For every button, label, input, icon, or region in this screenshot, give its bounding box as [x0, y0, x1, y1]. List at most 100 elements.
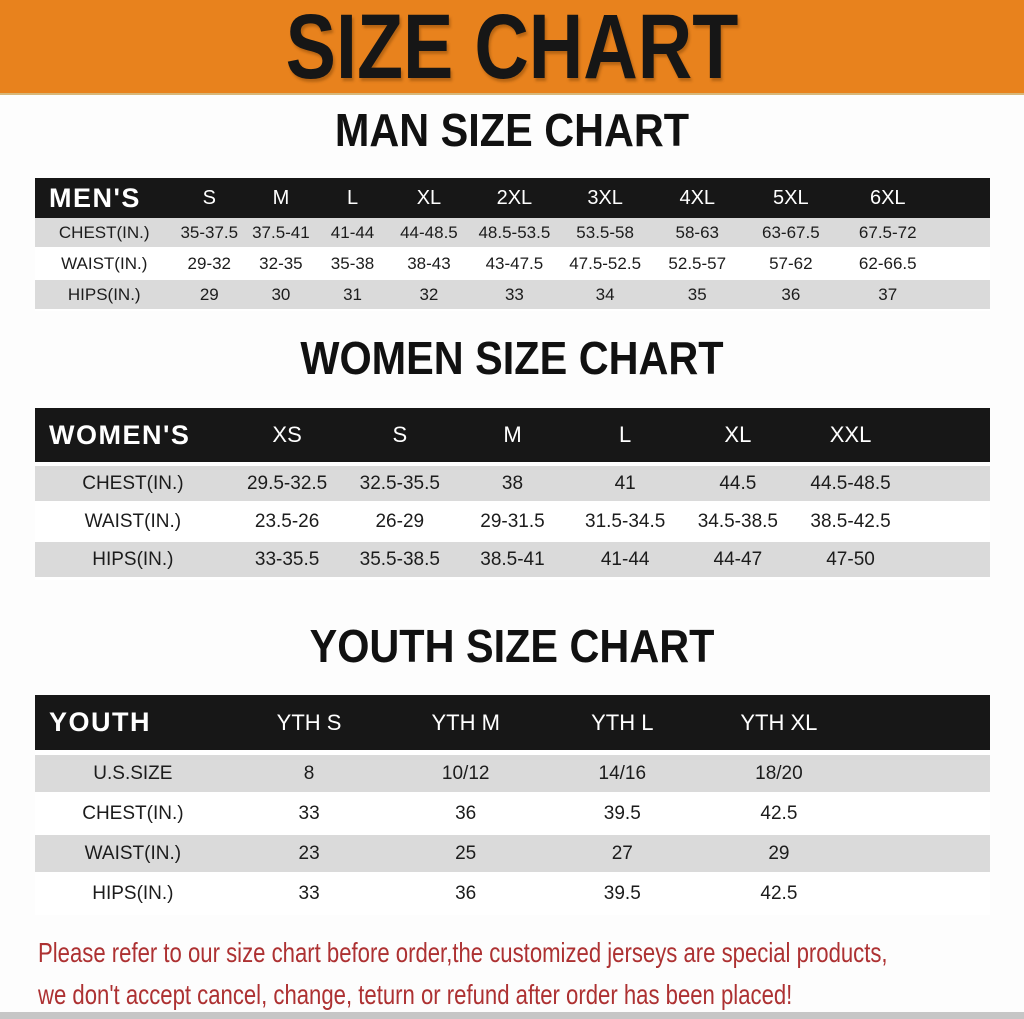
- mens-size-table: MEN'S S M L XL 2XL 3XL 4XL 5XL 6XL CHEST(IN.) 35-37…: [35, 178, 990, 311]
- filler-cell: [857, 793, 990, 835]
- filler-cell: [906, 540, 990, 580]
- filler-cell: [937, 218, 990, 249]
- size-value-cell: 14/16: [543, 750, 701, 795]
- women-section-heading: WOMEN SIZE CHART: [300, 332, 724, 384]
- size-value-cell: 38-43: [388, 248, 470, 280]
- size-value-cell: 33: [230, 873, 388, 915]
- man-section-heading: MAN SIZE CHART: [334, 104, 690, 156]
- filler-cell: [906, 462, 990, 504]
- filler-cell: [906, 502, 990, 542]
- table-row: HIPS(IN.) 29 30 31 32 33 34 35 36 37: [35, 279, 990, 311]
- table-row: WAIST(IN.) 29-32 32-35 35-38 38-43 43-47.5 47.…: [35, 248, 990, 280]
- measurement-label: HIPS(IN.): [35, 540, 231, 580]
- size-column-header: L: [316, 178, 389, 218]
- filler-cell: [937, 178, 990, 218]
- size-value-cell: 29.5-32.5: [230, 462, 344, 504]
- size-value-cell: 38.5-42.5: [794, 502, 907, 542]
- size-column-header: 4XL: [650, 178, 744, 218]
- size-column-header: YTH M: [387, 695, 544, 753]
- size-value-cell: 29-32: [173, 248, 246, 280]
- youth-section-heading: YOUTH SIZE CHART: [309, 620, 715, 672]
- womens-size-table: WOMEN'S XS S M L XL XXL CHEST(IN.) 29.5-32.5 32.5…: [35, 408, 990, 580]
- size-value-cell: 32-35: [245, 248, 317, 280]
- size-value-cell: 39.5: [543, 793, 701, 835]
- size-value-cell: 31.5-34.5: [568, 502, 682, 542]
- size-column-header: YTH S: [230, 695, 388, 753]
- table-row: CHEST(IN.) 29.5-32.5 32.5-35.5 38 41 44.5 44.5…: [35, 462, 990, 504]
- filler-cell: [857, 750, 990, 795]
- size-header-row: YOUTH YTH S YTH M YTH L YTH XL: [35, 695, 990, 753]
- measurement-label: WAIST(IN.): [35, 502, 231, 542]
- size-value-cell: 41: [568, 462, 682, 504]
- table-row: WAIST(IN.) 23 25 27 29: [35, 833, 990, 875]
- size-value-cell: 42.5: [700, 793, 858, 835]
- size-value-cell: 37.5-41: [245, 218, 317, 249]
- measurement-label: HIPS(IN.): [35, 873, 231, 915]
- filler-cell: [937, 279, 990, 311]
- size-value-cell: 48.5-53.5: [469, 218, 560, 249]
- size-header-row: WOMEN'S XS S M L XL XXL: [35, 408, 990, 464]
- size-column-header: 3XL: [559, 178, 651, 218]
- size-value-cell: 29: [173, 279, 246, 311]
- size-value-cell: 37: [838, 279, 938, 311]
- size-value-cell: 58-63: [650, 218, 744, 249]
- measurement-label: CHEST(IN.): [35, 462, 231, 504]
- size-value-cell: 35: [650, 279, 744, 311]
- size-value-cell: 36: [387, 873, 544, 915]
- size-value-cell: 38: [456, 462, 569, 504]
- size-value-cell: 29: [700, 833, 858, 875]
- table-row: HIPS(IN.) 33 36 39.5 42.5: [35, 873, 990, 915]
- disclaimer-note: Please refer to our size chart before or…: [38, 932, 888, 1016]
- size-column-header: XL: [388, 178, 470, 218]
- size-value-cell: 30: [245, 279, 317, 311]
- size-value-cell: 44-47: [681, 540, 795, 580]
- filler-cell: [857, 833, 990, 875]
- size-value-cell: 34: [559, 279, 651, 311]
- size-value-cell: 38.5-41: [456, 540, 569, 580]
- table-row: CHEST(IN.) 35-37.5 37.5-41 41-44 44-48.5 48.5…: [35, 218, 990, 249]
- size-column-header: XS: [230, 408, 344, 464]
- size-value-cell: 44-48.5: [388, 218, 470, 249]
- table-group-label: YOUTH: [35, 695, 231, 753]
- size-value-cell: 44.5: [681, 462, 795, 504]
- filler-cell: [937, 248, 990, 280]
- size-value-cell: 31: [316, 279, 389, 311]
- table-row: CHEST(IN.) 33 36 39.5 42.5: [35, 793, 990, 835]
- size-value-cell: 26-29: [343, 502, 457, 542]
- size-value-cell: 47.5-52.5: [559, 248, 651, 280]
- size-value-cell: 41-44: [568, 540, 682, 580]
- size-column-header: 2XL: [469, 178, 560, 218]
- size-value-cell: 23: [230, 833, 388, 875]
- size-value-cell: 33-35.5: [230, 540, 344, 580]
- filler-cell: [906, 408, 990, 464]
- size-column-header: 5XL: [743, 178, 839, 218]
- size-value-cell: 35.5-38.5: [343, 540, 457, 580]
- size-header-row: MEN'S S M L XL 2XL 3XL 4XL 5XL 6XL: [35, 178, 990, 218]
- size-value-cell: 23.5-26: [230, 502, 344, 542]
- bottom-edge-strip: [0, 1012, 1024, 1019]
- size-column-header: M: [456, 408, 569, 464]
- size-value-cell: 43-47.5: [469, 248, 560, 280]
- disclaimer-line-1: Please refer to our size chart before or…: [38, 937, 888, 968]
- size-value-cell: 8: [230, 750, 388, 795]
- size-column-header: M: [245, 178, 317, 218]
- size-value-cell: 36: [387, 793, 544, 835]
- measurement-label: WAIST(IN.): [35, 833, 231, 875]
- size-value-cell: 62-66.5: [838, 248, 938, 280]
- measurement-label: CHEST(IN.): [35, 793, 231, 835]
- size-column-header: S: [343, 408, 457, 464]
- size-value-cell: 47-50: [794, 540, 907, 580]
- size-value-cell: 67.5-72: [838, 218, 938, 249]
- size-value-cell: 18/20: [700, 750, 858, 795]
- size-value-cell: 25: [387, 833, 544, 875]
- measurement-label: U.S.SIZE: [35, 750, 231, 795]
- size-column-header: 6XL: [838, 178, 938, 218]
- size-value-cell: 41-44: [316, 218, 389, 249]
- size-value-cell: 36: [743, 279, 839, 311]
- page-title: SIZE CHART: [285, 0, 739, 98]
- youth-size-table: YOUTH YTH S YTH M YTH L YTH XL U.S.SIZE 8 10/12…: [35, 695, 990, 915]
- disclaimer-line-2: we don't accept cancel, change, teturn o…: [38, 979, 793, 1010]
- table-row: HIPS(IN.) 33-35.5 35.5-38.5 38.5-41 41-44 44-…: [35, 540, 990, 580]
- size-value-cell: 33: [469, 279, 560, 311]
